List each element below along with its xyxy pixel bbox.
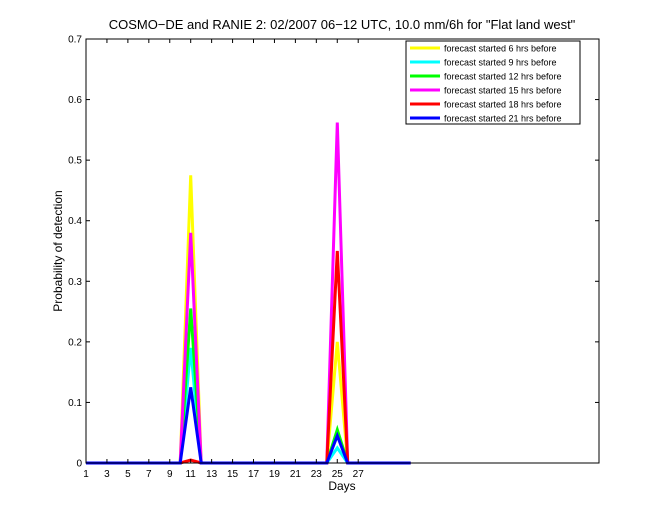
- x-tick-label: 19: [269, 469, 281, 480]
- y-tick-label: 0.4: [68, 216, 82, 227]
- legend-label-3: forecast started 12 hrs before: [444, 72, 562, 82]
- x-tick-label: 3: [104, 469, 110, 480]
- x-tick-label: 21: [290, 469, 302, 480]
- plot-frame: [85, 38, 600, 464]
- y-tick-label: 0.7: [68, 35, 82, 46]
- x-axis-label: Days: [328, 479, 355, 493]
- legend-box: [405, 40, 581, 125]
- chart-title: COSMO−DE and RANIE 2: 02/2007 06−12 UTC,…: [109, 17, 576, 32]
- x-tick-label: 25: [332, 469, 344, 480]
- legend-label-2: forecast started 9 hrs before: [444, 58, 557, 68]
- legend: forecast started 6 hrs before forecast st…: [405, 40, 581, 125]
- y-tick-label: 0: [76, 459, 82, 470]
- y-tick-label: 0.5: [68, 156, 82, 167]
- y-tick-label: 0.2: [68, 337, 82, 348]
- x-tick-label: 5: [125, 469, 131, 480]
- y-axis-ticks: 0 0.1 0.2 0.3 0.4 0.5 0.6 0.7: [68, 35, 599, 470]
- x-tick-label: 15: [227, 469, 239, 480]
- x-tick-label: 11: [185, 469, 196, 480]
- x-tick-label: 7: [146, 469, 152, 480]
- y-tick-label: 0.1: [68, 398, 82, 409]
- legend-label-6: forecast started 21 hrs before: [444, 114, 562, 124]
- x-tick-label: 27: [353, 469, 365, 480]
- x-tick-label: 17: [248, 469, 260, 480]
- legend-label-1: forecast started 6 hrs before: [444, 44, 557, 54]
- y-tick-label: 0.3: [68, 277, 82, 288]
- y-tick-label: 0.6: [68, 95, 82, 106]
- y-axis-label: Probability of detection: [51, 190, 65, 311]
- legend-label-4: forecast started 15 hrs before: [444, 86, 562, 96]
- x-tick-label: 13: [206, 469, 218, 480]
- legend-items: forecast started 6 hrs before forecast st…: [410, 44, 562, 124]
- x-tick-label: 23: [311, 469, 323, 480]
- x-tick-label: 1: [83, 469, 89, 480]
- x-tick-label: 9: [167, 469, 173, 480]
- legend-label-5: forecast started 18 hrs before: [444, 100, 562, 110]
